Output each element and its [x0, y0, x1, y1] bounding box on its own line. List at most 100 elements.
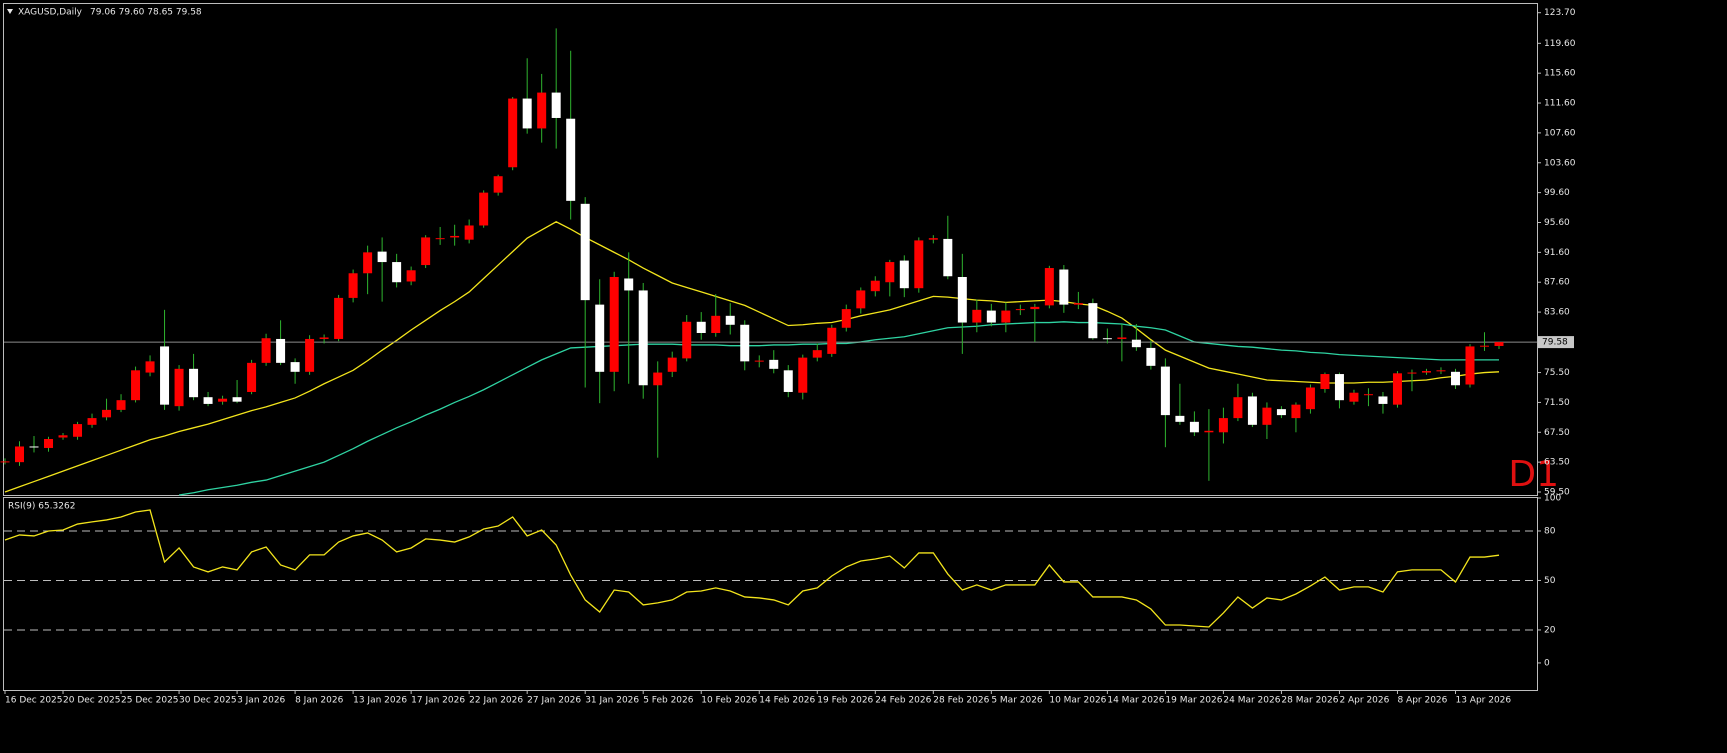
candle-body [145, 361, 155, 373]
x-tick-label: 13 Apr 2026 [1455, 696, 1511, 706]
x-tick-label: 28 Mar 2026 [1281, 696, 1338, 706]
candle-body [653, 372, 663, 386]
x-tick-label: 13 Jan 2026 [353, 696, 407, 706]
x-tick-label: 30 Dec 2025 [179, 696, 237, 706]
candle-body [1015, 309, 1025, 311]
candle-body [1131, 339, 1141, 348]
candle-body [102, 409, 112, 418]
candle-body [1421, 371, 1431, 373]
candle-body [1001, 310, 1011, 323]
x-tick-label: 17 Jan 2026 [411, 696, 465, 706]
candle-body [73, 424, 83, 437]
menu-arrow [7, 9, 13, 14]
y-tick-label: 115.60 [1544, 69, 1576, 79]
candle-body [1073, 303, 1083, 305]
candle-body [44, 439, 54, 448]
candle-body [1218, 418, 1228, 433]
candle-body [928, 238, 938, 240]
candle-body [740, 324, 750, 362]
candle-body [943, 238, 953, 277]
candle-body [305, 338, 315, 372]
candle-body [319, 337, 329, 339]
candle-body [1407, 372, 1417, 374]
candle-body [1349, 392, 1359, 402]
candle-body [682, 321, 692, 359]
candle-body [464, 225, 474, 240]
candle-body [986, 310, 996, 323]
candle-body [551, 92, 561, 118]
candle-body [827, 327, 837, 354]
candle-body [218, 398, 228, 402]
candle-body [899, 260, 909, 289]
candle-body [1189, 421, 1199, 433]
x-tick-label: 28 Feb 2026 [933, 696, 989, 706]
timeframe-label: D1 [1508, 454, 1559, 495]
x-tick-label: 24 Mar 2026 [1223, 696, 1280, 706]
candle-body [87, 418, 97, 425]
candle-body [1262, 407, 1272, 425]
candle-body [363, 252, 373, 274]
x-tick-label: 22 Jan 2026 [469, 696, 523, 706]
candle-body [29, 446, 39, 448]
candle-body [841, 309, 851, 328]
x-tick-label: 19 Mar 2026 [1165, 696, 1222, 706]
candle-body [1479, 345, 1489, 347]
candle-body [1233, 397, 1243, 419]
candle-body [696, 321, 706, 333]
x-tick-label: 20 Dec 2025 [63, 696, 121, 706]
candle-body [392, 262, 402, 283]
candle-body [1494, 342, 1504, 346]
candle-body [1204, 430, 1214, 433]
candle-body [667, 357, 677, 372]
y-tick-label: 91.60 [1544, 248, 1570, 258]
x-tick-label: 5 Mar 2026 [991, 696, 1043, 706]
candle-body [348, 273, 358, 298]
candle-body [0, 461, 10, 463]
x-tick-label: 3 Jan 2026 [237, 696, 285, 706]
candle-body [1117, 337, 1127, 339]
candle-body [914, 240, 924, 289]
y-tick-label: 123.70 [1544, 8, 1576, 18]
candle-body [1334, 374, 1344, 401]
candle-body [754, 360, 764, 362]
candle-body [638, 290, 648, 386]
x-tick-label: 25 Dec 2025 [121, 696, 179, 706]
candle-body [711, 315, 721, 333]
candle-body [1392, 373, 1402, 405]
candle-body [174, 368, 184, 407]
candle-body [580, 203, 590, 301]
candle-body [812, 350, 822, 358]
chart-title: XAGUSD,Daily [18, 8, 83, 18]
y-tick-label: 103.60 [1544, 158, 1576, 168]
main-pane [3, 3, 1538, 496]
candle-body [1450, 371, 1460, 386]
candle-body [450, 235, 460, 238]
candle-body [377, 251, 387, 263]
candle-body [261, 338, 271, 363]
y-tick-label: 80 [1544, 526, 1556, 536]
x-tick-label: 5 Feb 2026 [643, 696, 694, 706]
candle-body [1363, 394, 1373, 396]
x-tick-label: 8 Jan 2026 [295, 696, 343, 706]
candle-body [798, 357, 808, 393]
x-tick-label: 24 Feb 2026 [875, 696, 931, 706]
candle-body [972, 309, 982, 323]
y-tick-label: 50 [1544, 576, 1556, 586]
candle-body [624, 278, 634, 291]
candle-body [1160, 366, 1170, 416]
candle-body [232, 397, 242, 402]
candle-body [1044, 268, 1054, 306]
candle-body [15, 446, 25, 463]
candle-body [522, 98, 532, 129]
y-tick-label: 100 [1544, 493, 1561, 503]
moving-average [178, 321, 1499, 496]
y-tick-label: 87.60 [1544, 278, 1570, 288]
x-tick-label: 31 Jan 2026 [585, 696, 639, 706]
candle-body [247, 362, 257, 392]
y-tick-label: 20 [1544, 625, 1556, 635]
rsi-line [4, 509, 1500, 628]
x-tick-label: 8 Apr 2026 [1397, 696, 1447, 706]
y-tick-label: 95.60 [1544, 218, 1570, 228]
moving-average [4, 221, 1500, 493]
